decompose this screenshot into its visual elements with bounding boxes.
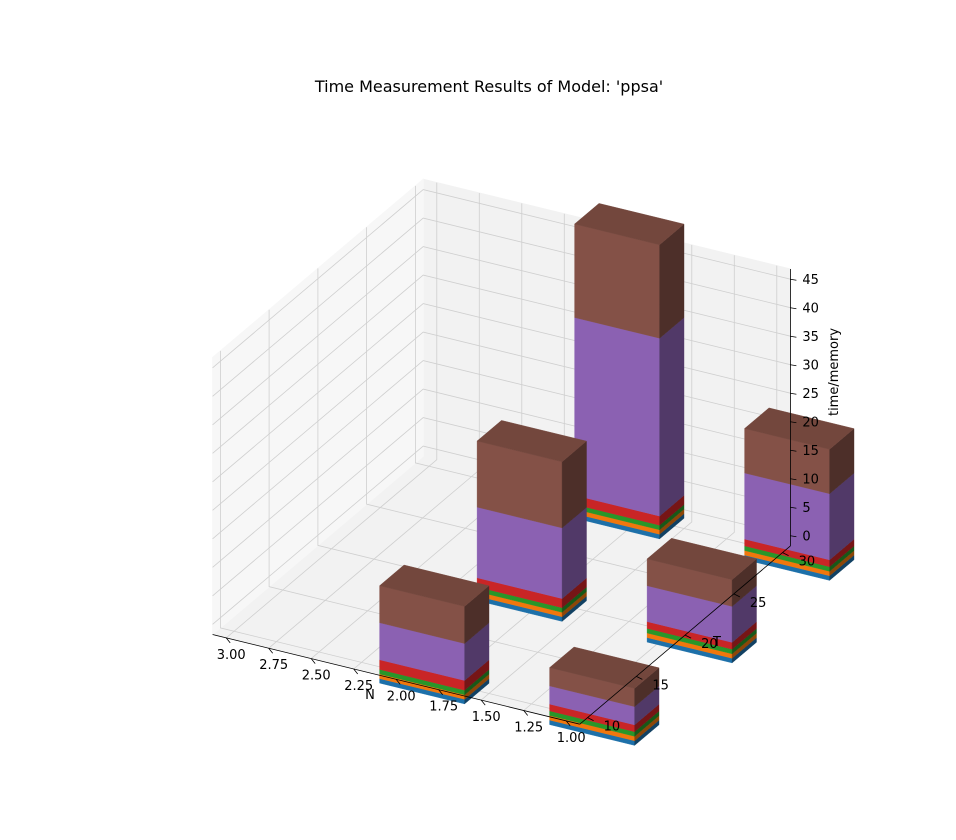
x-tick	[395, 679, 401, 685]
bar-segment-side	[659, 317, 685, 517]
x-tick	[438, 689, 444, 695]
x-tick	[480, 699, 486, 706]
z-tick	[790, 478, 797, 481]
z-tick	[790, 449, 797, 452]
x-tick-label: 1.25	[514, 721, 543, 736]
x-tick	[523, 710, 529, 716]
z-tick-label: 40	[802, 302, 819, 317]
z-tick	[790, 535, 797, 538]
y-tick	[636, 675, 643, 680]
x-tick-label: 1.75	[429, 700, 458, 715]
z-tick	[790, 421, 797, 424]
z-tick	[790, 307, 797, 310]
bar-stack	[476, 420, 587, 622]
bar-stack	[646, 538, 757, 664]
z-tick-label: 15	[802, 444, 819, 459]
y-tick-label: 15	[652, 678, 669, 693]
y-tick	[587, 717, 594, 721]
z-tick-label: 35	[802, 330, 819, 345]
axis-lines	[212, 268, 797, 727]
bar-segment-top	[574, 203, 685, 246]
y-tick-label: 10	[604, 720, 621, 735]
bar-stack	[549, 646, 660, 746]
z-tick-label: 0	[802, 530, 810, 545]
tick-labels: 1.00 1.25 1.50 1.75 2.00 2.25 2.50 2.75 3.00 10 15…	[217, 273, 819, 746]
bar-stack	[744, 407, 855, 581]
z-tick-label: 20	[802, 416, 819, 431]
z-tick-label: 45	[802, 273, 819, 288]
z-tick-label: 30	[802, 359, 819, 374]
gridline-x	[523, 255, 735, 711]
y-tick	[733, 593, 741, 598]
x-tick	[310, 658, 316, 664]
gridline-y	[268, 309, 637, 677]
z-tick-label: 5	[802, 501, 810, 516]
x-tick-label: 1.50	[472, 710, 501, 725]
y-tick-label: 30	[799, 555, 816, 570]
x-tick-label: 3.00	[217, 648, 246, 663]
z-tick-label: 25	[802, 387, 819, 402]
y-tick	[684, 634, 692, 639]
x-axis-title: N	[365, 688, 375, 703]
x-tick-label: 2.75	[259, 658, 288, 673]
bar-stack	[379, 564, 490, 705]
x-tick-label: 2.25	[344, 679, 373, 694]
y-tick-label: 25	[750, 596, 767, 611]
z-tick	[790, 506, 797, 509]
z-tick	[790, 392, 797, 395]
gridline-x	[225, 182, 438, 639]
gridline-x	[480, 244, 693, 701]
x-tick-label: 2.00	[387, 689, 416, 704]
bar-segment-front	[574, 317, 660, 517]
y-axis-title: T	[712, 635, 721, 650]
x-tick	[268, 647, 274, 654]
z-tick	[790, 335, 797, 338]
gridline-y	[366, 227, 734, 595]
bar-segment-top	[646, 538, 757, 580]
x-tick	[353, 668, 359, 675]
bars	[379, 203, 855, 746]
bar-segment-top	[549, 646, 660, 689]
x-tick-label: 2.50	[302, 669, 331, 684]
x-tick	[565, 720, 571, 727]
x-tick-label: 1.00	[557, 731, 586, 746]
chart-title: Time Measurement Results of Model: 'ppsa…	[314, 77, 663, 96]
z-tick	[790, 364, 797, 367]
z-axis-title: time/memory	[827, 328, 842, 416]
y-tick-label: 20	[701, 637, 718, 652]
bar-segment-top	[476, 420, 587, 463]
x-tick	[225, 637, 231, 644]
bar-segment-top	[379, 564, 490, 607]
z-tick-label: 10	[802, 473, 819, 488]
y-tick	[782, 552, 789, 556]
bar-segment-top	[744, 407, 855, 450]
z-tick	[790, 278, 797, 281]
y-axis-line	[579, 545, 791, 725]
bar-stack	[574, 203, 685, 540]
